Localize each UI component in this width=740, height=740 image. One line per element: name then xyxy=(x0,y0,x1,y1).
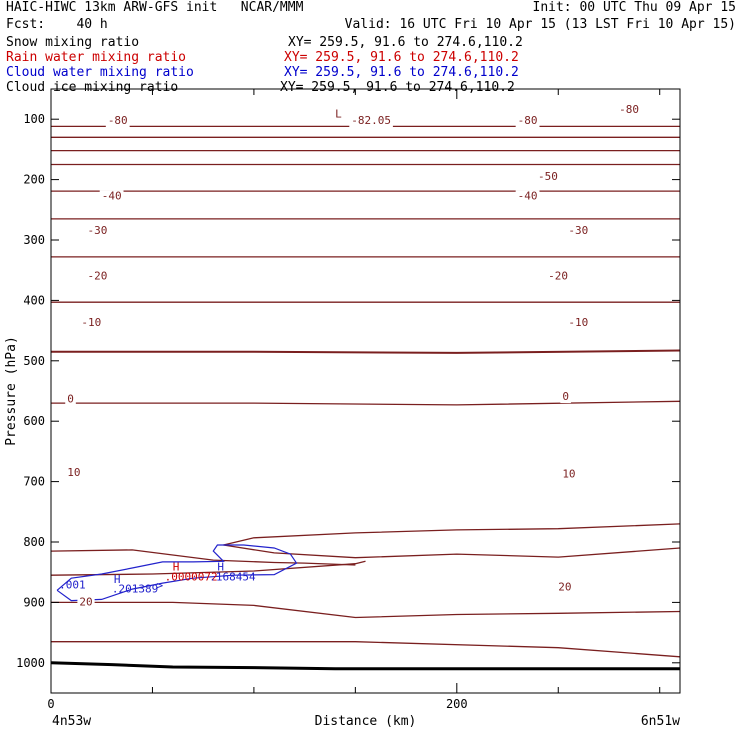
header-valid-time: Valid: 16 UTC Fri 10 Apr 15 (13 LST Fri … xyxy=(344,17,736,32)
plot-frame xyxy=(50,88,681,694)
label-mask xyxy=(515,190,540,203)
isotherm-label: -10 xyxy=(568,316,588,329)
label-mask xyxy=(99,190,124,203)
isotherm-label: -80 xyxy=(108,114,128,127)
isotherm-line xyxy=(51,349,681,354)
isotherm-label: 10 xyxy=(67,466,80,479)
y-tick-label: 500 xyxy=(23,354,45,368)
x-tick-label: 0 xyxy=(47,697,54,711)
maximum-label: .168454 xyxy=(209,571,256,584)
isotherm-label: -20 xyxy=(88,269,108,282)
label-mask xyxy=(85,224,110,237)
isotherm-line xyxy=(51,641,681,658)
label-mask xyxy=(546,270,570,283)
y-axis-label: Pressure (hPa) xyxy=(4,336,19,446)
label-mask xyxy=(79,316,104,329)
contour-line xyxy=(50,560,366,576)
isotherm-lines xyxy=(51,125,681,658)
cloud-water-contour xyxy=(56,544,298,602)
maximum-label: H xyxy=(114,573,121,586)
isotherm-label: -30 xyxy=(88,224,108,237)
isotherm-label: 20 xyxy=(79,595,92,608)
field-label-cloud-ice: Cloud ice mixing ratio xyxy=(6,80,179,95)
x-tick-label: 200 xyxy=(446,697,468,711)
label-mask xyxy=(65,467,83,480)
contour-line xyxy=(50,549,356,566)
field-xy-rain: XY= 259.5, 91.6 to 274.6,110.2 xyxy=(284,50,519,65)
label-mask xyxy=(349,115,393,128)
label-mask xyxy=(105,115,130,128)
label-mask xyxy=(535,171,560,184)
label-mask xyxy=(556,581,574,594)
label-mask xyxy=(566,224,591,237)
isotherm-label: L xyxy=(335,107,342,120)
isotherm-label: -82.05 xyxy=(351,114,391,127)
field-xy-snow: XY= 259.5, 91.6 to 274.6,110.2 xyxy=(288,35,523,50)
y-tick-label: 800 xyxy=(23,535,45,549)
x-end-label-left: 4n53w xyxy=(52,714,91,729)
label-mask xyxy=(617,104,641,117)
y-tick-label: 200 xyxy=(23,173,45,187)
maximum-label: H xyxy=(173,560,180,573)
y-tick-label: 300 xyxy=(23,233,45,247)
isotherm-label: -30 xyxy=(568,224,588,237)
header-forecast-hour: Fcst: 40 h xyxy=(6,17,108,32)
field-label-snow: Snow mixing ratio xyxy=(6,35,140,50)
isotherm-label: 10 xyxy=(562,467,575,480)
x-axis-label: Distance (km) xyxy=(315,714,417,729)
maximum-label: .0000072 xyxy=(165,571,218,584)
isotherm-label: 0 xyxy=(67,392,74,405)
label-mask xyxy=(65,393,76,406)
y-tick-label: 700 xyxy=(23,475,45,489)
y-tick-label: 100 xyxy=(23,112,45,126)
isotherm-label: -40 xyxy=(102,190,122,203)
terrain-line xyxy=(50,661,680,671)
field-label-rain: Rain water mixing ratio xyxy=(6,50,187,65)
isotherm-label: 20 xyxy=(558,580,571,593)
isotherm-line xyxy=(51,400,681,406)
maximum-label: .001 xyxy=(59,579,86,592)
label-mask xyxy=(333,108,344,121)
header-init-time: Init: 00 UTC Thu 09 Apr 15 xyxy=(532,0,737,15)
contour-line xyxy=(223,544,681,559)
contour-labels: -80L-82.05 -80-80-50-40 -40-30 -30-20 -20-10… xyxy=(59,103,641,609)
maximum-label: H xyxy=(217,560,224,573)
isotherm-label: -20 xyxy=(548,269,568,282)
label-mask xyxy=(560,468,578,481)
y-tick-label: 1000 xyxy=(16,656,45,670)
isotherm-label: 0 xyxy=(562,390,569,403)
y-tick-label: 900 xyxy=(23,595,45,609)
isotherm-label: -80 xyxy=(518,114,538,127)
isotherm-line xyxy=(51,601,681,619)
isotherm-label: -80 xyxy=(619,103,639,116)
maximum-label: .201389 xyxy=(112,583,158,596)
label-mask xyxy=(515,115,540,128)
isotherm-label: -50 xyxy=(538,170,558,183)
label-mask xyxy=(566,316,591,329)
isotherm-label: -40 xyxy=(518,190,538,203)
label-mask xyxy=(560,391,571,404)
y-tick-label: 600 xyxy=(23,414,45,428)
terrain-line xyxy=(50,661,680,671)
label-mask xyxy=(85,270,110,283)
contour-line xyxy=(223,523,681,546)
isotherm-label: -10 xyxy=(81,316,101,329)
field-label-cloud-water: Cloud water mixing ratio xyxy=(6,65,194,80)
field-xy-cloud-ice: XY= 259.5, 91.6 to 274.6,110.2 xyxy=(280,80,515,95)
cloud-water-contours xyxy=(56,544,298,602)
header-title: HAIC-HIWC 13km ARW-GFS init NCAR/MMM xyxy=(6,0,304,15)
x-end-label-right: 6n51w xyxy=(641,714,680,729)
field-xy-cloud-water: XY= 259.5, 91.6 to 274.6,110.2 xyxy=(284,65,519,80)
lower-contour-lines xyxy=(50,523,681,576)
maximum-label: > xyxy=(157,579,164,592)
label-mask xyxy=(77,596,95,609)
y-tick-label: 400 xyxy=(23,293,45,307)
